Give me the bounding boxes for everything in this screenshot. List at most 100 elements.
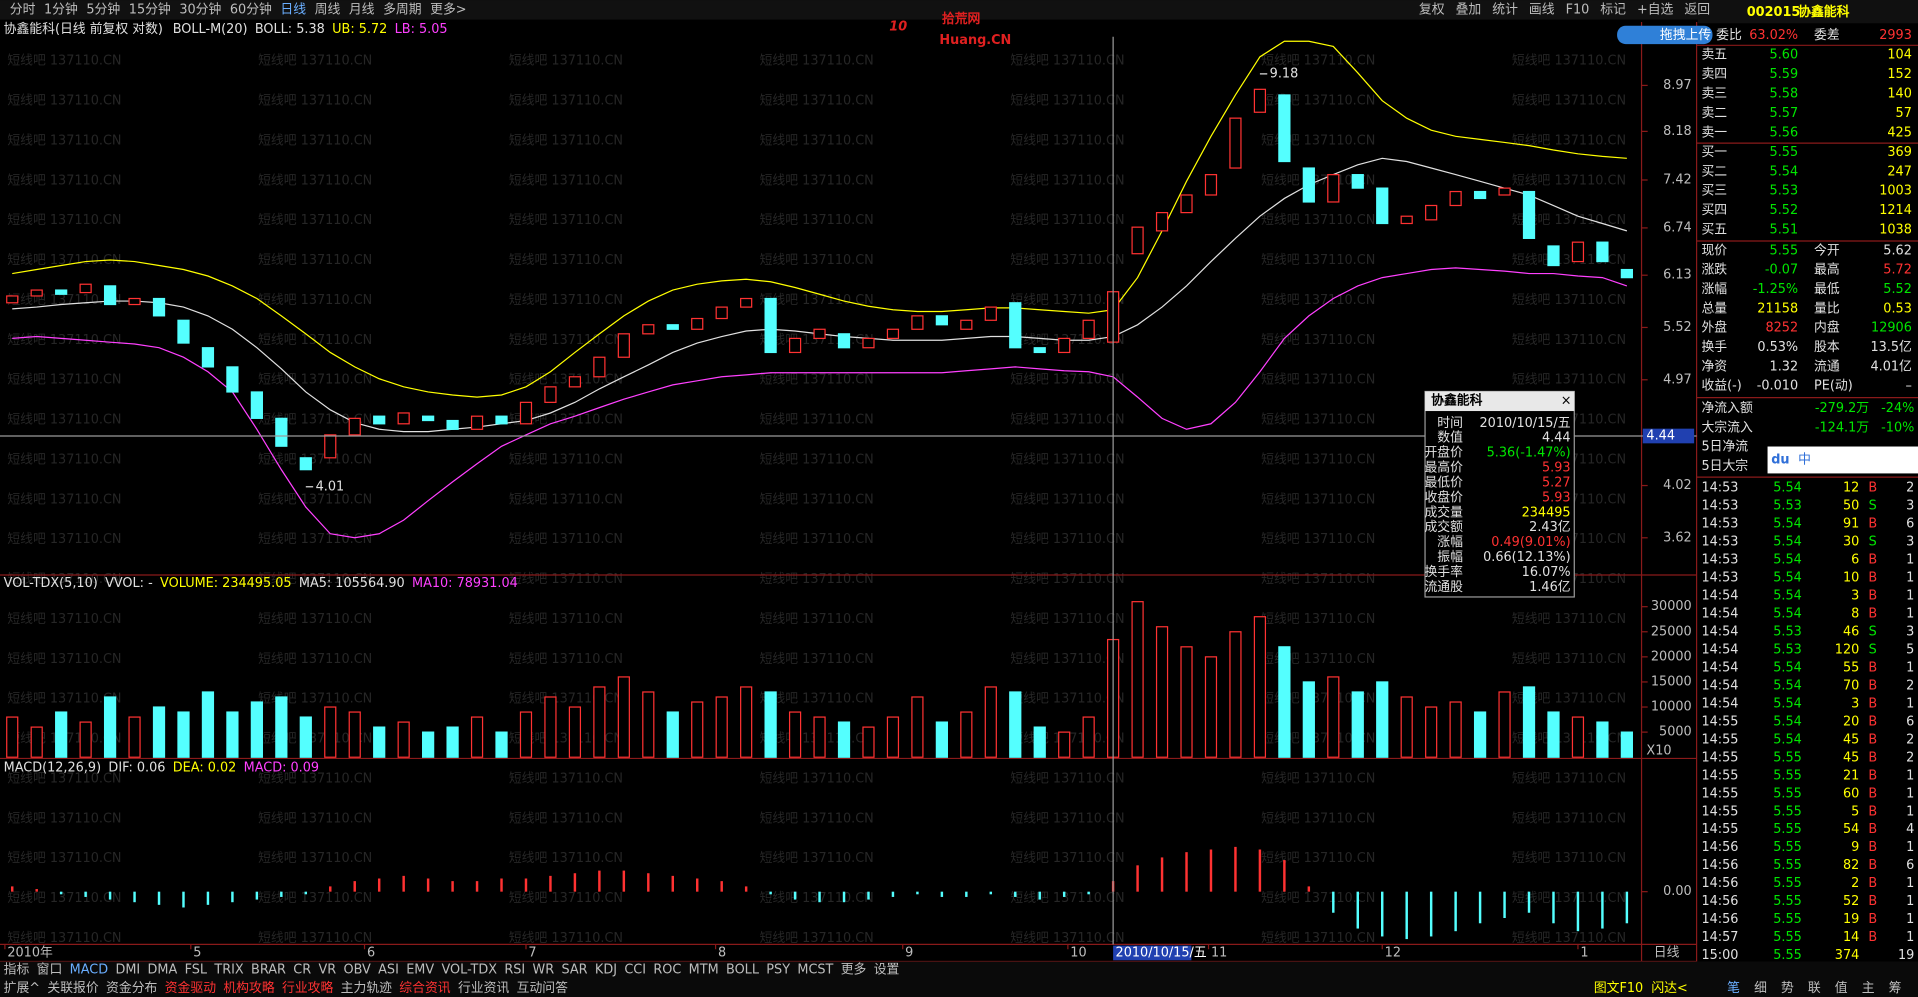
watermark-text: 短线吧 137110.CN: [1010, 811, 1124, 826]
period-tab[interactable]: 15分钟: [129, 1, 171, 17]
indicator-tab[interactable]: BOLL: [726, 963, 760, 978]
watermark-text: 短线吧 137110.CN: [1261, 253, 1375, 268]
service-tab[interactable]: 资金驱动: [165, 980, 216, 996]
indicator-tab[interactable]: VR: [319, 963, 337, 978]
watermark-text: 短线吧 137110.CN: [1261, 492, 1375, 507]
upload-button[interactable]: [1617, 25, 1713, 45]
panel-tab[interactable]: 势: [1781, 980, 1794, 996]
tick-time: 14:54: [1701, 588, 1738, 603]
service-tab[interactable]: 互动问答: [517, 980, 568, 996]
period-tab[interactable]: 分时: [10, 2, 36, 17]
candle: [55, 289, 68, 295]
service-tab[interactable]: 主力轨迹: [341, 981, 392, 996]
order-volume: 369: [1887, 145, 1912, 160]
corner-button[interactable]: 图文F10: [1594, 981, 1643, 996]
period-tab[interactable]: 60分钟: [230, 1, 272, 17]
tool-button[interactable]: F10: [1566, 2, 1590, 17]
tick-volume: 8: [1851, 606, 1859, 621]
indicator-tab[interactable]: MTM: [689, 963, 719, 978]
y-tick-label: 7.42: [1663, 172, 1692, 187]
tool-button[interactable]: 叠加: [1456, 2, 1482, 17]
period-tab[interactable]: 日线: [280, 2, 306, 17]
panel-tab[interactable]: 主: [1862, 981, 1875, 996]
service-tab[interactable]: 关联报价: [47, 981, 98, 996]
period-tab[interactable]: 月线: [349, 2, 375, 17]
tick-volume: 45: [1843, 732, 1859, 747]
panel-tab[interactable]: 筹: [1889, 980, 1902, 996]
period-tab[interactable]: 5分钟: [86, 1, 120, 17]
watermark-text: 短线吧 137110.CN: [258, 54, 372, 69]
tool-button[interactable]: 标记: [1600, 2, 1626, 17]
legend-item: MA5: 105564.90: [299, 576, 405, 591]
indicator-tab[interactable]: OBV: [344, 963, 372, 978]
indicator-tab[interactable]: BRAR: [251, 963, 286, 978]
period-tab[interactable]: 1分钟: [44, 1, 78, 17]
indicator-tab[interactable]: PSY: [766, 963, 790, 978]
popup-value: 5.93: [1542, 490, 1571, 505]
service-tab[interactable]: 资金分布: [106, 980, 157, 996]
watermark-text: 短线吧 137110.CN: [509, 452, 623, 467]
y-tick-label: 15000: [1651, 674, 1692, 689]
indicator-tab[interactable]: FSL: [185, 963, 208, 978]
tick-volume: 60: [1843, 786, 1859, 801]
quote-value: 5.72: [1883, 263, 1912, 278]
popup-close[interactable]: ×: [1561, 394, 1572, 409]
panel-tab[interactable]: 笔: [1727, 980, 1740, 996]
period-tab[interactable]: 更多>: [430, 2, 466, 17]
watermark-text: 短线吧 137110.CN: [7, 851, 121, 866]
service-tab[interactable]: 机构攻略: [223, 980, 274, 996]
volume-bar: [1522, 686, 1536, 758]
indicator-tab[interactable]: EMV: [406, 963, 434, 978]
indicator-tab[interactable]: RSI: [504, 963, 525, 978]
indicator-tab[interactable]: SAR: [562, 963, 588, 978]
tool-button[interactable]: 统计: [1492, 2, 1518, 17]
tick-side: B: [1868, 840, 1877, 855]
indicator-tab[interactable]: CCI: [624, 963, 646, 978]
volume-bar: [30, 726, 43, 758]
watermark-text: 短线吧 137110.CN: [1010, 293, 1124, 308]
watermark-text: 短线吧 137110.CN: [509, 293, 623, 308]
indicator-tab[interactable]: 指标: [4, 963, 30, 978]
indicator-tab[interactable]: CR: [293, 963, 311, 978]
panel-tab[interactable]: 细: [1754, 981, 1767, 996]
period-tab[interactable]: 周线: [315, 2, 341, 17]
watermark-text: 短线吧 137110.CN: [1010, 253, 1124, 268]
indicator-tab[interactable]: WR: [533, 963, 555, 978]
tool-button[interactable]: +自选: [1637, 2, 1674, 17]
volume-bar: [55, 711, 68, 758]
corner-button[interactable]: 闪达<: [1651, 981, 1687, 996]
indicator-tab[interactable]: ASI: [378, 963, 399, 978]
indicator-tab[interactable]: ROC: [653, 963, 681, 978]
tool-button[interactable]: 画线: [1529, 2, 1555, 17]
watermark-text: 短线吧 137110.CN: [760, 452, 874, 467]
period-tab[interactable]: 30分钟: [179, 1, 221, 17]
watermark-text: 短线吧 137110.CN: [1261, 532, 1375, 547]
service-tab[interactable]: 行业攻略: [282, 980, 333, 996]
panel-tab[interactable]: 值: [1835, 980, 1848, 996]
indicator-tab[interactable]: MACD: [70, 963, 109, 978]
baidu-toolbar[interactable]: [1767, 446, 1918, 474]
watermark-text: 短线吧 137110.CN: [1261, 333, 1375, 348]
tool-button[interactable]: 返回: [1684, 2, 1710, 17]
period-tab[interactable]: 多周期: [383, 2, 421, 17]
indicator-tab[interactable]: MCST: [797, 963, 833, 978]
popup-value: 4.44: [1542, 431, 1571, 446]
volume-bar: [642, 691, 655, 758]
indicator-tab[interactable]: 设置: [874, 963, 900, 978]
watermark-text: 短线吧 137110.CN: [1010, 173, 1124, 188]
indicator-tab[interactable]: VOL-TDX: [442, 963, 498, 978]
candle: [1155, 212, 1169, 232]
panel-tab[interactable]: 联: [1808, 981, 1821, 996]
tool-button[interactable]: 复权: [1419, 1, 1445, 17]
indicator-tab[interactable]: DMA: [148, 963, 178, 978]
y-tick-label: 5000: [1659, 725, 1692, 740]
service-tab[interactable]: 行业资讯: [458, 981, 509, 996]
indicator-tab[interactable]: 窗口: [37, 963, 63, 978]
service-tab[interactable]: 综合资讯: [399, 981, 450, 996]
indicator-tab[interactable]: KDJ: [595, 963, 617, 978]
service-tab[interactable]: 扩展^: [4, 981, 40, 996]
watermark-text: 短线吧 137110.CN: [7, 931, 121, 946]
indicator-tab[interactable]: 更多: [841, 963, 867, 978]
indicator-tab[interactable]: DMI: [115, 963, 140, 978]
indicator-tab[interactable]: TRIX: [213, 963, 244, 978]
